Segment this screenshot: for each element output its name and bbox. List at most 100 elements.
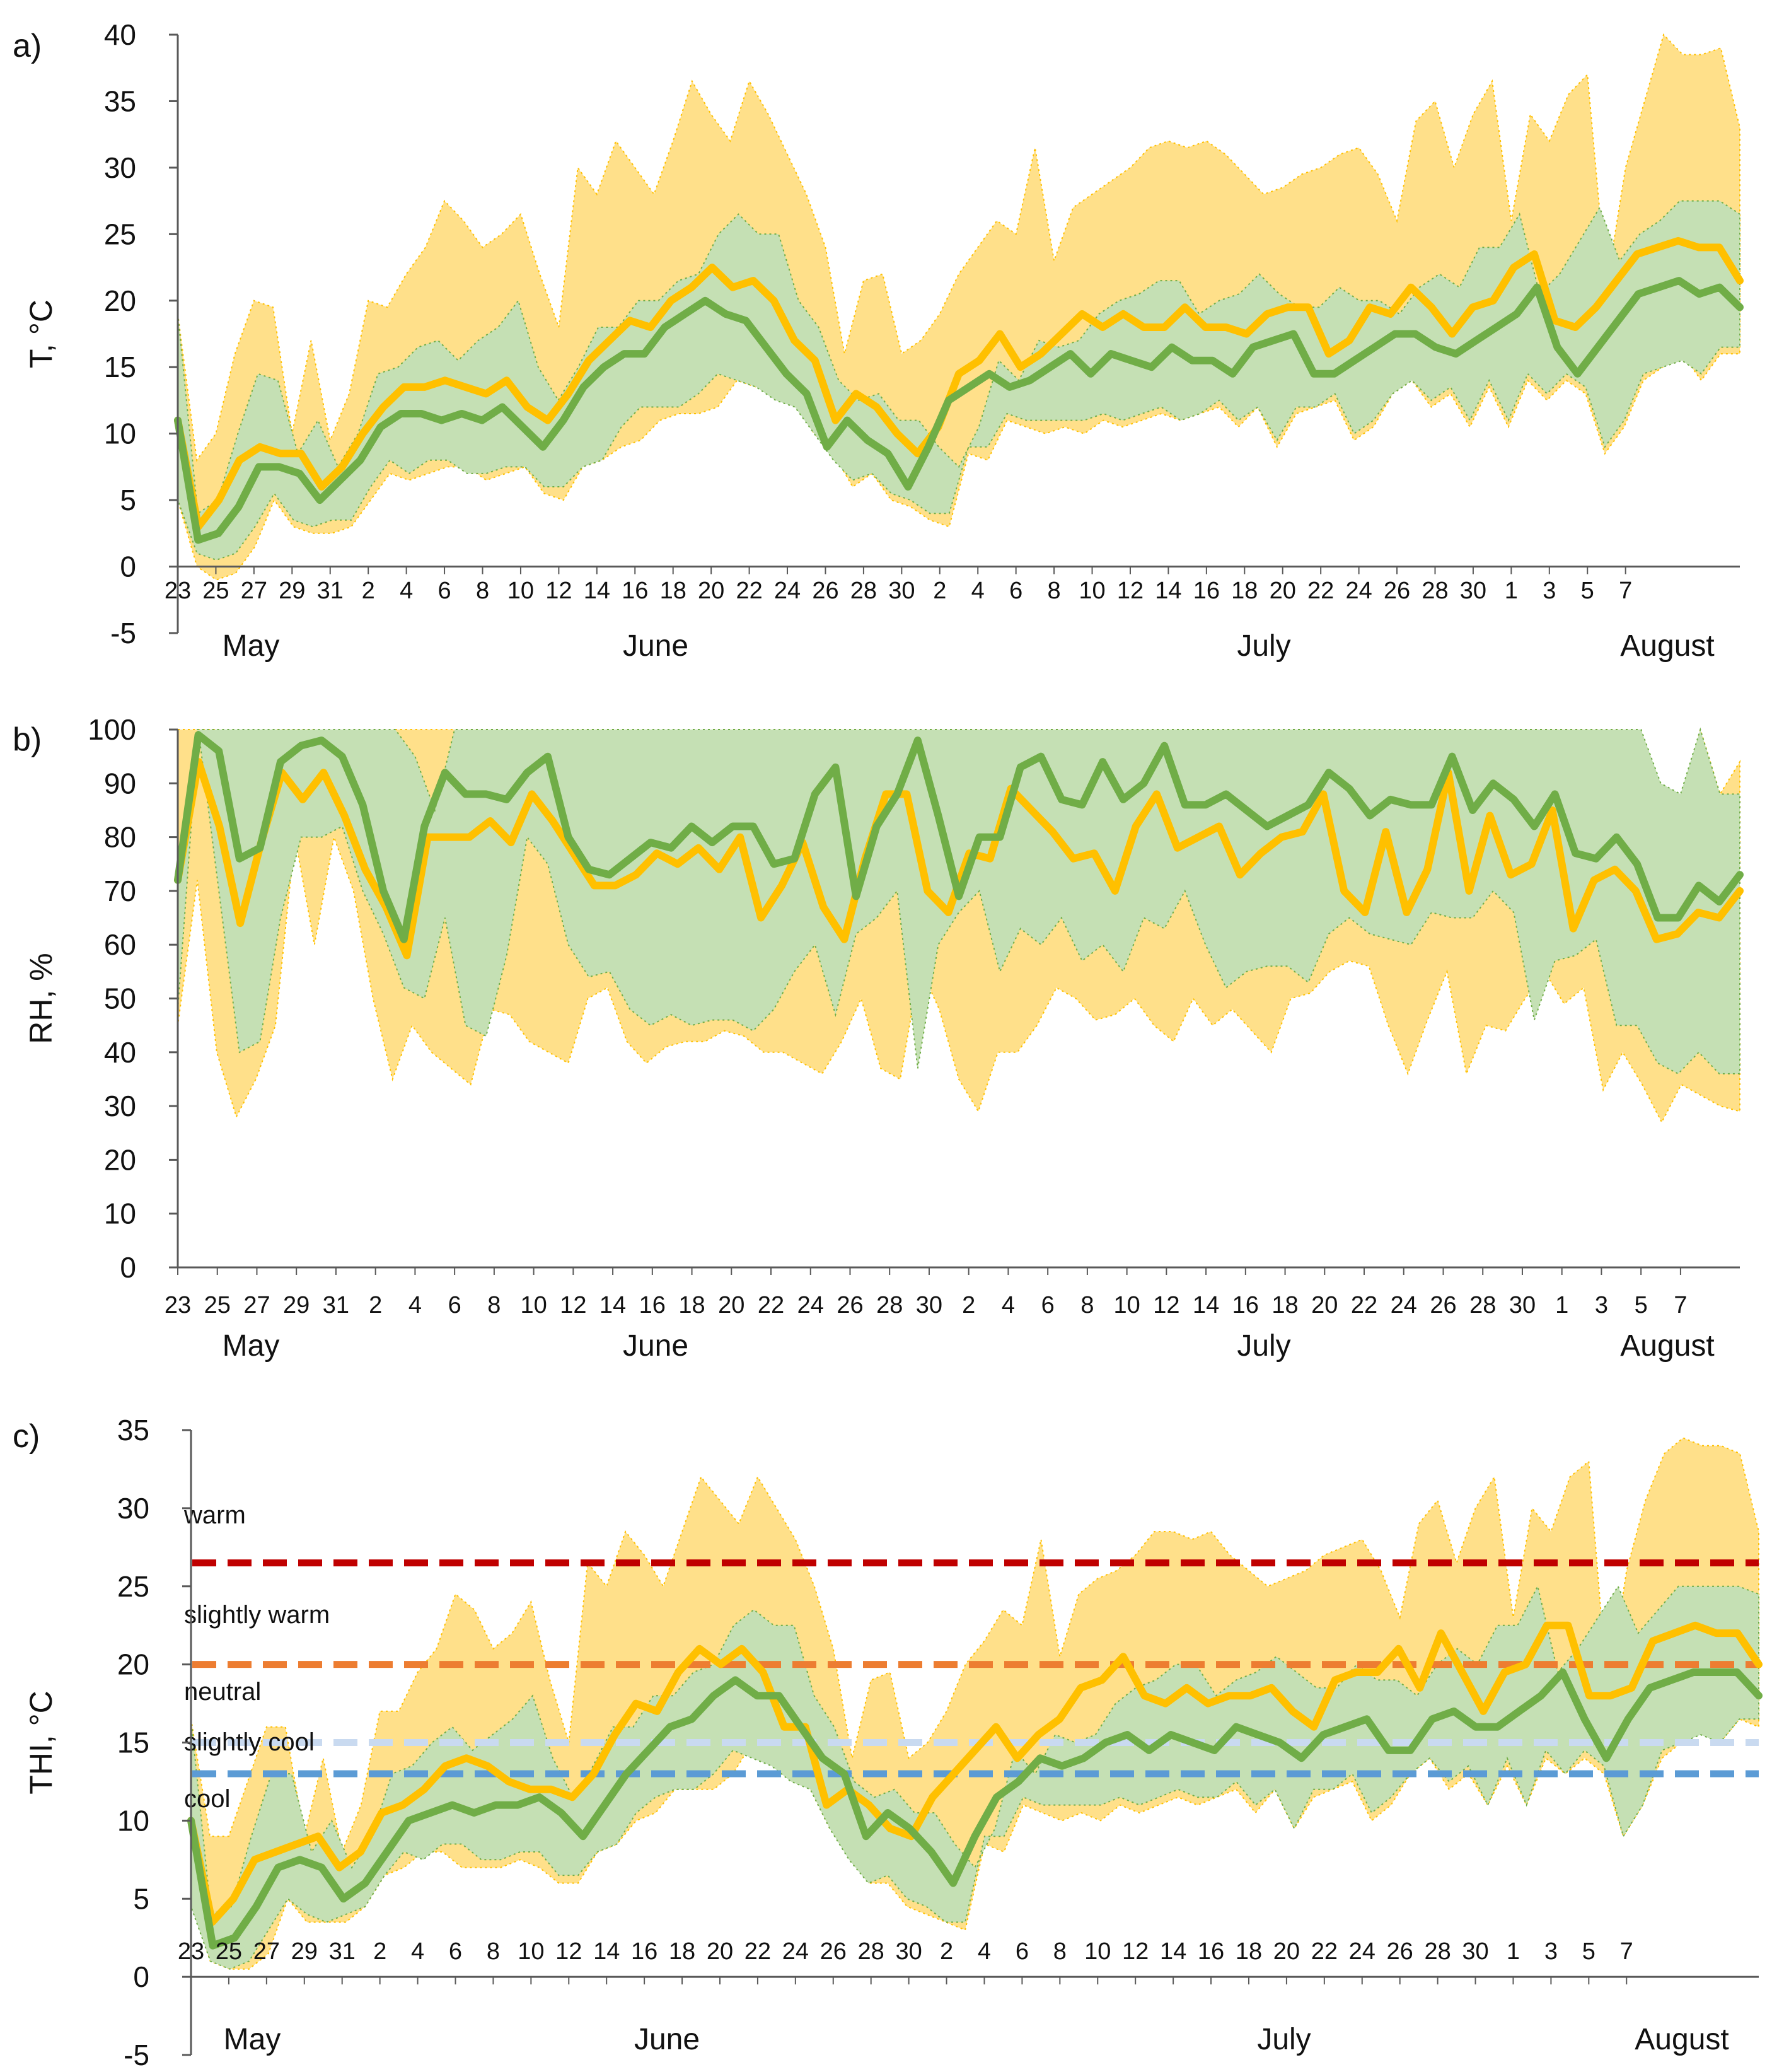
- x-tick-label: 8: [1048, 578, 1061, 604]
- x-tick-label: 24: [1349, 1938, 1375, 1965]
- threshold-label: slightly warm: [184, 1601, 330, 1629]
- x-tick-label: 1: [1507, 1938, 1520, 1965]
- x-tick-label: 1: [1505, 578, 1518, 604]
- threshold-label: slightly cool: [184, 1728, 315, 1756]
- x-tick-label: 10: [518, 1938, 544, 1965]
- x-tick-label: 4: [408, 1292, 422, 1318]
- x-tick-label: 20: [698, 578, 724, 604]
- x-tick-label: 10: [1084, 1938, 1111, 1965]
- month-label: May: [223, 629, 280, 663]
- series-line: [174, 731, 1744, 943]
- x-tick-label: 2: [940, 1938, 953, 1965]
- x-tick-label: 6: [448, 1292, 461, 1318]
- y-tick-label: 35: [117, 1414, 149, 1446]
- x-tick-label: 8: [476, 578, 489, 604]
- x-tick-label: 14: [593, 1938, 620, 1965]
- panel-label: c): [13, 1418, 40, 1455]
- y-tick-label: 20: [104, 284, 136, 317]
- panel-label: a): [13, 28, 42, 64]
- y-axis-title: THI, °C: [23, 1691, 59, 1794]
- x-tick-label: 30: [1460, 578, 1486, 604]
- x-tick-label: 2: [933, 578, 946, 604]
- inner-range-band: [190, 1584, 1759, 1970]
- x-tick-label: 12: [1117, 578, 1144, 604]
- x-tick-label: 23: [178, 1938, 204, 1965]
- y-tick-label: 10: [104, 1197, 136, 1230]
- x-tick-label: 24: [774, 578, 801, 604]
- x-tick-label: 20: [1273, 1938, 1300, 1965]
- x-tick-label: 28: [1424, 1938, 1451, 1965]
- x-tick-label: 22: [744, 1938, 771, 1965]
- x-tick-label: 30: [1509, 1292, 1536, 1318]
- threshold-label: warm: [183, 1501, 246, 1529]
- y-tick-label: 0: [133, 1960, 149, 1993]
- y-tick-label: 20: [104, 1143, 136, 1176]
- x-tick-label: 7: [1619, 578, 1632, 604]
- x-tick-label: 18: [669, 1938, 695, 1965]
- y-tick-label: 80: [104, 821, 136, 854]
- x-tick-label: 12: [1153, 1292, 1179, 1318]
- x-tick-label: 14: [584, 578, 610, 604]
- x-tick-label: 20: [1311, 1292, 1338, 1318]
- x-tick-label: 4: [971, 578, 985, 604]
- x-tick-label: 18: [1236, 1938, 1262, 1965]
- x-tick-label: 18: [678, 1292, 705, 1318]
- x-tick-label: 26: [1430, 1292, 1456, 1318]
- x-tick-label: 26: [820, 1938, 847, 1965]
- y-tick-label: -5: [124, 2039, 149, 2071]
- x-tick-label: 22: [1307, 578, 1334, 604]
- y-tick-label: 50: [104, 982, 136, 1015]
- x-tick-label: 22: [1311, 1938, 1338, 1965]
- y-tick-label: 70: [104, 875, 136, 907]
- x-tick-label: 4: [978, 1938, 991, 1965]
- month-label: August: [1620, 629, 1714, 663]
- x-tick-label: 31: [329, 1938, 356, 1965]
- x-tick-label: 2: [369, 1292, 382, 1318]
- x-tick-label: 6: [449, 1938, 462, 1965]
- y-tick-label: 30: [117, 1492, 149, 1525]
- x-tick-label: 5: [1581, 578, 1594, 604]
- x-tick-label: 14: [1193, 1292, 1219, 1318]
- y-tick-label: 60: [104, 928, 136, 961]
- x-tick-label: 30: [888, 578, 915, 604]
- x-tick-label: 23: [165, 1292, 191, 1318]
- threshold-label: neutral: [184, 1678, 261, 1706]
- x-tick-label: 4: [400, 578, 413, 604]
- x-tick-label: 18: [1271, 1292, 1298, 1318]
- x-tick-label: 31: [323, 1292, 349, 1318]
- x-tick-label: 16: [639, 1292, 666, 1318]
- y-axis-title: RH, %: [23, 953, 59, 1044]
- x-tick-label: 26: [1387, 1938, 1413, 1965]
- x-tick-label: 20: [707, 1938, 733, 1965]
- x-tick-label: 10: [1113, 1292, 1140, 1318]
- x-tick-label: 29: [283, 1292, 310, 1318]
- x-tick-label: 16: [1193, 578, 1220, 604]
- x-tick-label: 2: [362, 578, 375, 604]
- x-tick-label: 4: [411, 1938, 424, 1965]
- x-tick-label: 10: [1079, 578, 1105, 604]
- y-tick-label: 30: [104, 151, 136, 184]
- x-tick-label: 6: [438, 578, 451, 604]
- x-tick-label: 16: [631, 1938, 657, 1965]
- y-tick-label: 25: [104, 218, 136, 250]
- series-line: [187, 1668, 1763, 1950]
- inner-range-band: [177, 200, 1740, 561]
- x-tick-label: 3: [1595, 1292, 1608, 1318]
- series-line: [187, 1621, 1763, 1926]
- x-tick-label: 10: [520, 1292, 547, 1318]
- x-tick-label: 18: [1231, 578, 1258, 604]
- y-tick-label: 40: [104, 1036, 136, 1069]
- x-tick-label: 30: [916, 1292, 942, 1318]
- y-tick-label: 30: [104, 1090, 136, 1122]
- x-tick-label: 28: [1422, 578, 1448, 604]
- x-tick-label: 5: [1635, 1292, 1648, 1318]
- x-tick-label: 25: [204, 1292, 231, 1318]
- y-tick-label: 40: [104, 18, 136, 51]
- x-tick-label: 22: [758, 1292, 784, 1318]
- x-tick-label: 28: [876, 1292, 903, 1318]
- x-tick-label: 24: [797, 1292, 824, 1318]
- x-tick-label: 23: [165, 578, 191, 604]
- x-tick-label: 26: [1384, 578, 1410, 604]
- x-tick-label: 24: [1345, 578, 1372, 604]
- month-label: July: [1237, 1329, 1290, 1363]
